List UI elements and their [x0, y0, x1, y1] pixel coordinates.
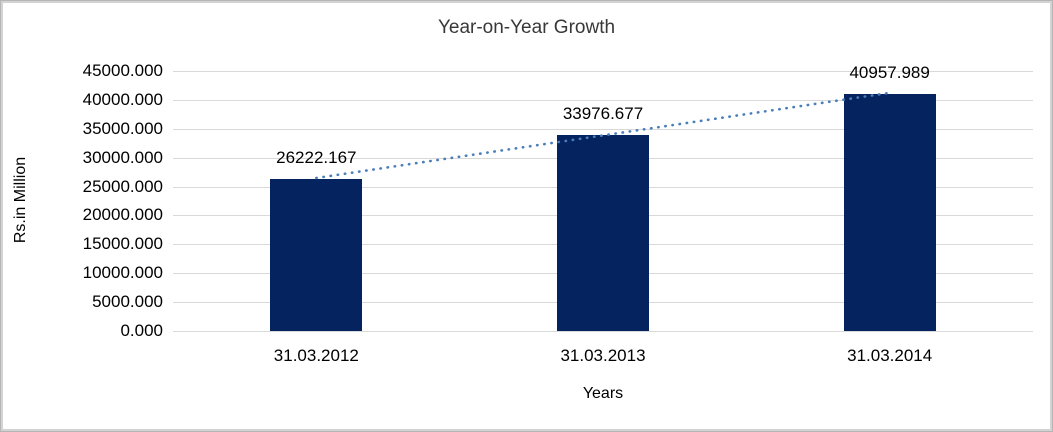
- x-tick-label: 31.03.2013: [560, 346, 646, 365]
- y-tick-label: 45000.000: [82, 61, 163, 80]
- y-tick-label: 10000.000: [82, 263, 163, 283]
- y-tick-label: 5000.000: [92, 292, 163, 312]
- gridline: [173, 71, 1033, 72]
- x-axis-title: Years: [582, 385, 624, 402]
- gridline: [173, 331, 1033, 332]
- x-tick-label: 31.03.2012: [273, 346, 359, 365]
- chart-title: Year-on-Year Growth: [437, 17, 616, 38]
- y-tick-label: 40000.000: [82, 89, 163, 109]
- y-tick-label: 0.000: [120, 321, 163, 340]
- bar: [557, 134, 649, 331]
- bar-data-label: 33976.677: [562, 103, 644, 123]
- y-axis-title: Rs.in Million: [12, 156, 29, 244]
- bar-data-label: 26222.167: [276, 148, 357, 168]
- y-tick-label: 30000.000: [82, 147, 163, 167]
- bar: [843, 94, 936, 331]
- bar: [270, 179, 363, 331]
- y-tick-label: 20000.000: [82, 205, 163, 225]
- bar-data-label: 40957.989: [849, 63, 930, 83]
- y-tick-label: 25000.000: [82, 176, 163, 196]
- y-tick-label: 15000.000: [82, 234, 163, 254]
- x-tick-label: 31.03.2014: [847, 346, 933, 365]
- y-tick-label: 35000.000: [82, 118, 163, 138]
